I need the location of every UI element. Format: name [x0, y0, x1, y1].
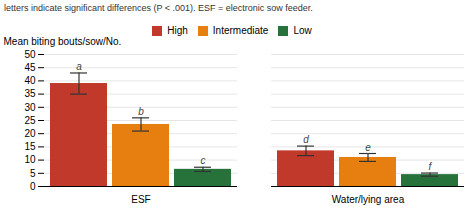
svg-text:c: c	[201, 155, 206, 166]
svg-text:b: b	[138, 106, 144, 117]
svg-text:50: 50	[24, 49, 36, 60]
html-text:Intermediate: Intermediate	[212, 25, 269, 36]
svg-text:40: 40	[24, 75, 36, 86]
svg-text:Water/lying area: Water/lying area	[332, 194, 405, 205]
svg-text:45: 45	[24, 62, 36, 73]
svg-text:Mean biting bouts/sow/No.: Mean biting bouts/sow/No.	[4, 36, 122, 47]
svg-text:d: d	[303, 134, 309, 145]
html-text:High: High	[167, 25, 188, 36]
svg-text:0: 0	[30, 181, 36, 192]
html-text:letters indicate significant d: letters indicate significant differences…	[4, 3, 313, 13]
svg-text:10: 10	[24, 154, 36, 165]
svg-text:15: 15	[24, 141, 36, 152]
svg-text:30: 30	[24, 102, 36, 113]
svg-text:f: f	[429, 161, 433, 172]
svg-text:5: 5	[30, 168, 36, 179]
svg-text:a: a	[76, 61, 82, 72]
svg-text:25: 25	[24, 115, 36, 126]
svg-text:e: e	[365, 142, 371, 153]
html-text:Low: Low	[293, 25, 312, 36]
svg-text:20: 20	[24, 128, 36, 139]
svg-text:35: 35	[24, 88, 36, 99]
svg-text:ESF: ESF	[131, 194, 150, 205]
